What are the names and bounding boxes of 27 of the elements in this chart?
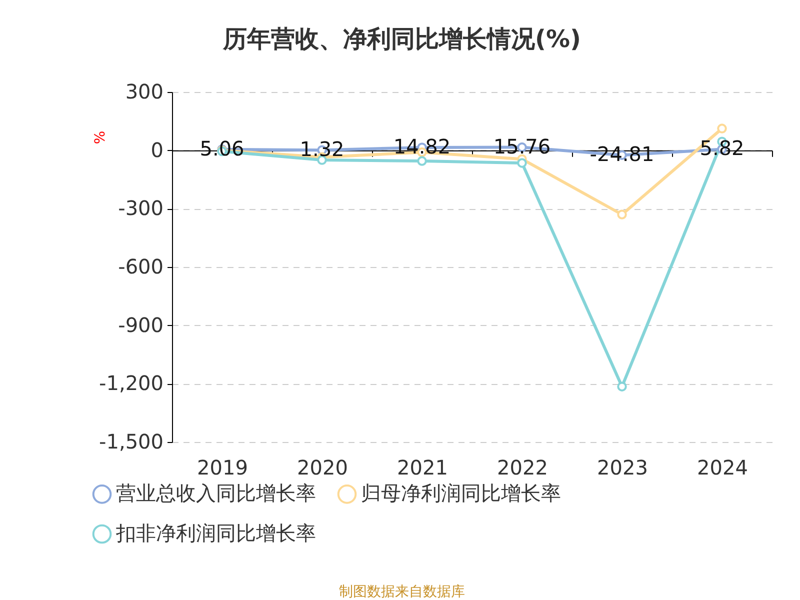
text: 制图数据来自数据库: [339, 584, 465, 600]
chart-title: 历年营收、净利同比增长情况(%): [222, 25, 581, 53]
x-tick-label: 2020: [297, 456, 348, 480]
legend-label: 营业总收入同比增长率: [116, 481, 316, 506]
point: [717, 124, 727, 134]
y-tick-label: -300: [118, 196, 164, 220]
legend-label: 归母净利润同比增长率: [361, 481, 561, 506]
y-tick-label: -1,200: [99, 371, 164, 396]
x-tick-label: 2021: [397, 456, 448, 480]
data-label: 5.06: [200, 136, 244, 160]
point: [517, 158, 527, 168]
x-tick-label: 2024: [697, 456, 748, 480]
point: [617, 210, 627, 220]
y-tick-label: -1,500: [99, 430, 164, 454]
data-label: 5.82: [700, 136, 744, 160]
point: [617, 382, 627, 392]
legend-label: 扣非净利润同比增长率: [115, 521, 316, 545]
y-tick-label: 300: [125, 80, 164, 104]
data-label: 1.32: [300, 137, 344, 162]
y-axis-title: %: [92, 130, 108, 144]
y-tick-label: -900: [118, 312, 164, 337]
x-tick-label: 2023: [597, 456, 648, 480]
y-tick-label: -600: [118, 254, 164, 278]
point: [417, 156, 427, 166]
y-tick-label: 0: [150, 138, 164, 162]
x-tick-label: 2022: [497, 456, 548, 480]
x-tick-label: 2019: [197, 456, 248, 480]
